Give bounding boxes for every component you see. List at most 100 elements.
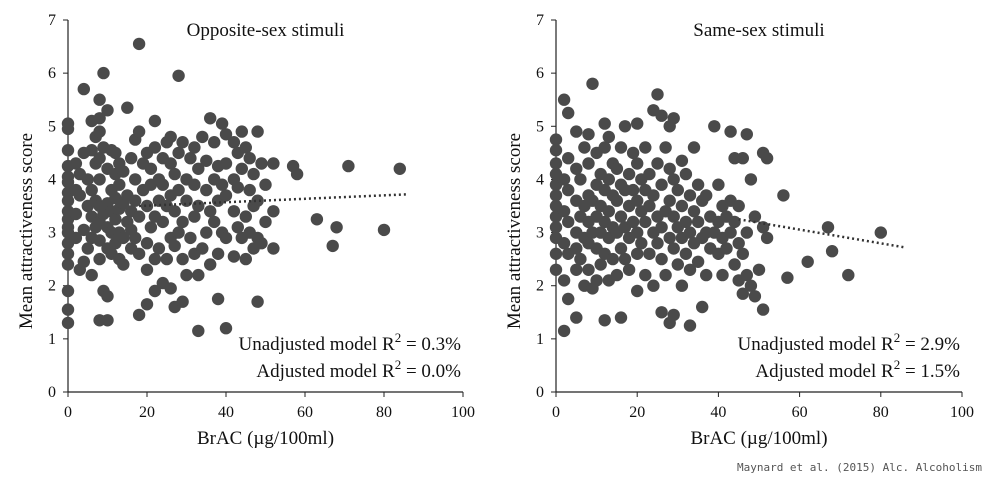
scatter-point xyxy=(679,247,693,260)
scatter-point xyxy=(671,258,684,271)
r-squared-annotation: Unadjusted model R2 = 2.9% xyxy=(738,330,961,355)
scatter-point xyxy=(562,106,575,120)
scatter-point xyxy=(570,311,583,324)
scatter-point xyxy=(622,263,636,276)
y-tick-label: 6 xyxy=(48,65,56,82)
scatter-point xyxy=(675,154,689,167)
scatter-point xyxy=(172,146,185,160)
annotation-value: = 0.0% xyxy=(401,361,461,382)
panel-title: Opposite-sex stimuli xyxy=(187,20,345,41)
scatter-point xyxy=(675,199,689,213)
panel-title: Same-sex stimuli xyxy=(693,20,824,41)
scatter-point xyxy=(825,245,839,258)
scatter-point xyxy=(667,173,680,186)
scatter-point xyxy=(582,157,595,170)
y-tick-label: 6 xyxy=(536,65,544,82)
scatter-point xyxy=(267,242,280,255)
scatter-point xyxy=(557,274,571,287)
scatter-point xyxy=(168,239,181,253)
scatter-point xyxy=(176,252,189,266)
scatter-point xyxy=(251,125,264,138)
scatter-point xyxy=(578,141,591,154)
scatter-point xyxy=(740,128,753,141)
scatter-point xyxy=(176,136,189,149)
scatter-point xyxy=(631,117,644,130)
scatter-point xyxy=(781,271,794,284)
scatter-point xyxy=(160,252,173,266)
scatter-point xyxy=(663,231,676,245)
scatter-point xyxy=(549,247,563,260)
scatter-point xyxy=(172,183,185,197)
scatter-point xyxy=(204,205,217,218)
scatter-point xyxy=(626,183,640,197)
scatter-point xyxy=(251,194,264,207)
scatter-point xyxy=(93,112,106,125)
scatter-point xyxy=(109,146,122,160)
scatter-point xyxy=(724,226,737,239)
scatter-point xyxy=(172,226,185,239)
y-tick-label: 7 xyxy=(48,12,56,29)
scatter-point xyxy=(651,237,664,250)
scatter-point xyxy=(574,252,587,266)
scatter-point xyxy=(586,77,599,91)
scatter-point xyxy=(687,141,701,154)
scatter-point xyxy=(192,268,205,282)
scatter-point xyxy=(168,205,181,218)
scatter-point xyxy=(651,88,664,101)
scatter-point xyxy=(200,226,213,239)
scatter-point xyxy=(647,189,660,202)
y-tick-label: 5 xyxy=(48,118,56,135)
scatter-point xyxy=(208,136,221,149)
scatter-point xyxy=(326,239,339,253)
x-tick-label: 20 xyxy=(629,404,645,421)
scatter-point xyxy=(626,215,640,229)
scatter-point xyxy=(631,226,644,239)
scatter-point xyxy=(631,194,644,207)
scatter-point xyxy=(562,215,575,229)
scatter-point xyxy=(227,136,241,149)
scatter-point xyxy=(748,290,762,303)
scatter-point xyxy=(148,141,162,154)
scatter-point xyxy=(164,130,177,144)
scatter-point xyxy=(801,255,814,268)
scatter-point xyxy=(756,303,770,316)
scatter-point xyxy=(659,141,672,154)
scatter-point xyxy=(760,231,774,245)
scatter-point xyxy=(239,141,252,154)
scatter-point xyxy=(132,37,146,51)
scatter-point xyxy=(557,324,571,338)
scatter-point xyxy=(188,178,201,191)
scatter-point xyxy=(97,66,110,80)
scatter-point xyxy=(736,152,749,165)
scatter-point xyxy=(643,247,656,260)
r-squared-annotation: Adjusted model R2 = 0.0% xyxy=(256,357,461,382)
scatter-point xyxy=(267,157,280,170)
scatter-point xyxy=(172,69,185,83)
scatter-point xyxy=(176,295,189,308)
scatter-point xyxy=(144,162,158,175)
scatter-point xyxy=(109,213,122,226)
scatter-point xyxy=(231,181,244,194)
annotation-text: Adjusted model R xyxy=(755,361,894,382)
scatter-point xyxy=(732,237,745,250)
x-tick-label: 80 xyxy=(873,404,889,421)
annotation-value: = 1.5% xyxy=(900,361,960,382)
scatter-point xyxy=(93,93,106,106)
scatter-point xyxy=(683,226,697,239)
scatter-point xyxy=(184,231,197,245)
scatter-point xyxy=(874,226,887,239)
r-squared-annotation: Adjusted model R2 = 1.5% xyxy=(755,357,960,382)
scatter-point xyxy=(73,189,87,202)
y-tick-label: 4 xyxy=(536,171,544,188)
scatter-point xyxy=(180,194,193,207)
scatter-point xyxy=(756,221,770,234)
scatter-point xyxy=(101,314,114,327)
same-sex-panel: 0 1 2 3 4 5 6 7 0 20 40 60 80 100 BrAC (µg/100ml) Mean … xyxy=(504,12,974,449)
scatter-point xyxy=(148,252,162,266)
scatter-point xyxy=(667,308,680,322)
scatter-point xyxy=(716,268,729,282)
y-tick-label: 1 xyxy=(536,331,544,348)
scatter-point xyxy=(598,141,611,154)
scatter-point xyxy=(61,258,75,271)
